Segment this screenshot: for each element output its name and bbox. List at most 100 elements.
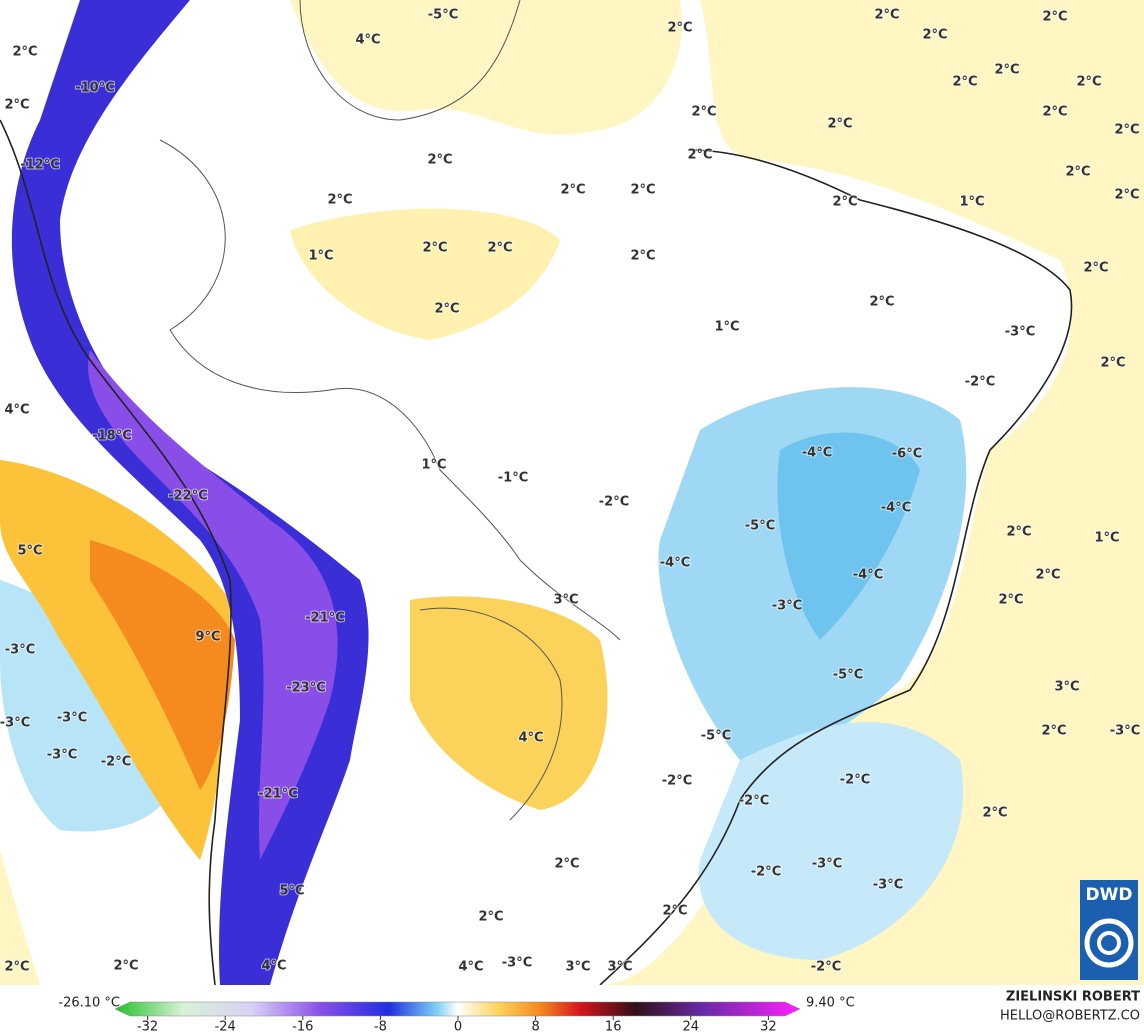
temperature-label: 2°C	[630, 249, 655, 264]
cold-region	[698, 722, 964, 960]
temperature-label: -22°C	[168, 489, 208, 504]
temperature-label: 2°C	[1100, 356, 1125, 371]
temperature-label: -5°C	[833, 668, 863, 683]
tick-label: 0	[454, 1020, 462, 1035]
temperature-label: 1°C	[1094, 531, 1119, 546]
tick-label: 8	[531, 1020, 539, 1035]
andes-cold	[88, 350, 338, 860]
temperature-label: -3°C	[812, 857, 842, 872]
temperature-label: 2°C	[827, 117, 852, 132]
temperature-label: 9°C	[195, 630, 220, 645]
temperature-label: -10°C	[75, 81, 115, 96]
temperature-label: 2°C	[434, 302, 459, 317]
cold-region	[777, 432, 920, 640]
temperature-label: 2°C	[327, 193, 352, 208]
temperature-label: 2°C	[560, 183, 585, 198]
temperature-label: 2°C	[554, 857, 579, 872]
temperature-label: 2°C	[1006, 525, 1031, 540]
temperature-label: -2°C	[662, 774, 692, 789]
temperature-label: 1°C	[714, 320, 739, 335]
temperature-label: -3°C	[1110, 724, 1140, 739]
temperature-label: -3°C	[47, 748, 77, 763]
temperature-label: 1°C	[959, 195, 984, 210]
coastline	[599, 149, 1073, 985]
temperature-label: 2°C	[1114, 188, 1139, 203]
warm-region	[410, 596, 608, 810]
temperature-label: 2°C	[12, 45, 37, 60]
tick-label: 16	[605, 1020, 622, 1035]
tick-label: -16	[292, 1020, 313, 1035]
tick-label: -32	[137, 1020, 158, 1035]
temperature-label: -3°C	[1005, 325, 1035, 340]
temperature-label: -3°C	[57, 711, 87, 726]
temperature-label: 2°C	[1114, 123, 1139, 138]
temperature-label: 2°C	[874, 8, 899, 23]
coastline	[0, 119, 232, 985]
credit-contact: HELLO@ROBERTZ.CO	[1000, 1009, 1140, 1024]
temperature-label: -18°C	[92, 429, 132, 444]
temperature-label: 2°C	[1042, 105, 1067, 120]
temperature-label: -3°C	[502, 956, 532, 971]
temperature-label: -4°C	[881, 501, 911, 516]
coastlines	[0, 119, 1073, 985]
temperature-label: 2°C	[1042, 10, 1067, 25]
temperature-label: 2°C	[1076, 75, 1101, 90]
temperature-label: 2°C	[1065, 165, 1090, 180]
temperature-label: -3°C	[873, 878, 903, 893]
borders	[159, 0, 621, 821]
temperature-label: 2°C	[922, 28, 947, 43]
temperature-label: 4°C	[518, 731, 543, 746]
logo-swirl	[1084, 918, 1134, 968]
temperature-label: 2°C	[487, 241, 512, 256]
temperature-label: -21°C	[258, 787, 298, 802]
temperature-label: -12°C	[20, 158, 60, 173]
tick-label: -8	[374, 1020, 387, 1035]
temperature-label: -5°C	[745, 519, 775, 534]
logo-text: DWD	[1086, 885, 1133, 905]
temperature-label: 4°C	[261, 959, 286, 974]
temperature-label: 2°C	[630, 183, 655, 198]
temperature-label: -23°C	[286, 681, 326, 696]
logo-swirl	[1097, 931, 1121, 955]
warm-region	[290, 0, 682, 135]
temperature-label: -3°C	[5, 643, 35, 658]
temperature-label: 2°C	[869, 295, 894, 310]
temperature-label: 5°C	[17, 544, 42, 559]
temperature-label: -2°C	[101, 755, 131, 770]
border	[299, 0, 521, 121]
temperature-label: -1°C	[498, 471, 528, 486]
temperature-label: -2°C	[811, 960, 841, 975]
temperature-label: -3°C	[772, 599, 802, 614]
temperature-label: 2°C	[4, 960, 29, 975]
credit-name: ZIELINSKI ROBERT	[1006, 990, 1140, 1005]
temperature-label: 2°C	[994, 63, 1019, 78]
temperature-label: 2°C	[691, 105, 716, 120]
temperature-label: 5°C	[279, 884, 304, 899]
temperature-label: -5°C	[701, 729, 731, 744]
temperature-label: -21°C	[305, 611, 345, 626]
temperature-label: 2°C	[1083, 261, 1108, 276]
temperature-label: 2°C	[667, 21, 692, 36]
map: -5°C 4°C -10°C -12°C 2°C 2°C 2°C 2°C 2°C 2°C 2°C 2°…	[0, 0, 1144, 985]
temperature-label: 1°C	[308, 249, 333, 264]
min-label: -26.10 °C	[58, 996, 120, 1011]
temperature-label: 2°C	[113, 959, 138, 974]
temperature-label: -2°C	[965, 375, 995, 390]
temperature-label: 3°C	[553, 593, 578, 608]
temperature-label: -3°C	[0, 716, 30, 731]
temperature-label: 2°C	[1035, 568, 1060, 583]
temperature-label: -2°C	[751, 865, 781, 880]
colorbar	[114, 1001, 801, 1017]
temperature-label: 2°C	[998, 593, 1023, 608]
temperature-label: 3°C	[607, 960, 632, 975]
temperature-label: 2°C	[1041, 724, 1066, 739]
temperature-label: 3°C	[565, 960, 590, 975]
labels: -5°C 4°C -10°C -12°C 2°C 2°C 2°C 2°C 2°C 2°C 2°C 2°…	[0, 7, 1141, 976]
max-label: 9.40 °C	[806, 996, 855, 1011]
temperature-label: 2°C	[662, 904, 687, 919]
temperature-label: 4°C	[355, 33, 380, 48]
temperature-label: 1°C	[421, 458, 446, 473]
temperature-label: 2°C	[478, 910, 503, 925]
temperature-label: -2°C	[840, 773, 870, 788]
temperature-label: -2°C	[599, 495, 629, 510]
